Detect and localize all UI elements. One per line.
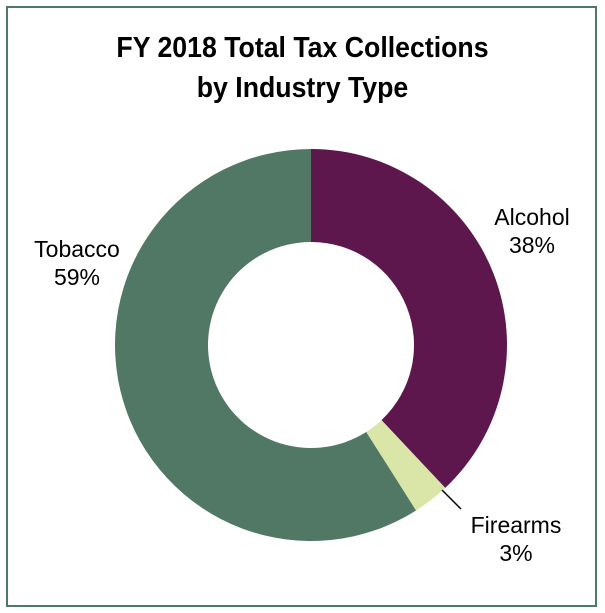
slice-tobacco: [114, 149, 417, 541]
chart-title-line-2: by Industry Type: [196, 72, 409, 104]
donut-slices: [114, 149, 508, 541]
slice-value-tobacco: 59%: [54, 264, 100, 290]
slice-value-alcohol: 38%: [509, 232, 555, 258]
slice-value-firearms: 3%: [499, 540, 532, 566]
firearms-leader-line: [441, 489, 462, 510]
slice-firearms: [366, 420, 446, 511]
slice-label-firearms: Firearms: [471, 512, 562, 538]
slice-label-alcohol: Alcohol: [494, 204, 569, 230]
chart-title-line-1: FY 2018 Total Tax Collections: [116, 32, 489, 64]
chart-title: FY 2018 Total Tax Collections by Industr…: [24, 28, 581, 108]
slice-label-tobacco: Tobacco: [34, 236, 120, 262]
slice-alcohol: [311, 149, 508, 488]
